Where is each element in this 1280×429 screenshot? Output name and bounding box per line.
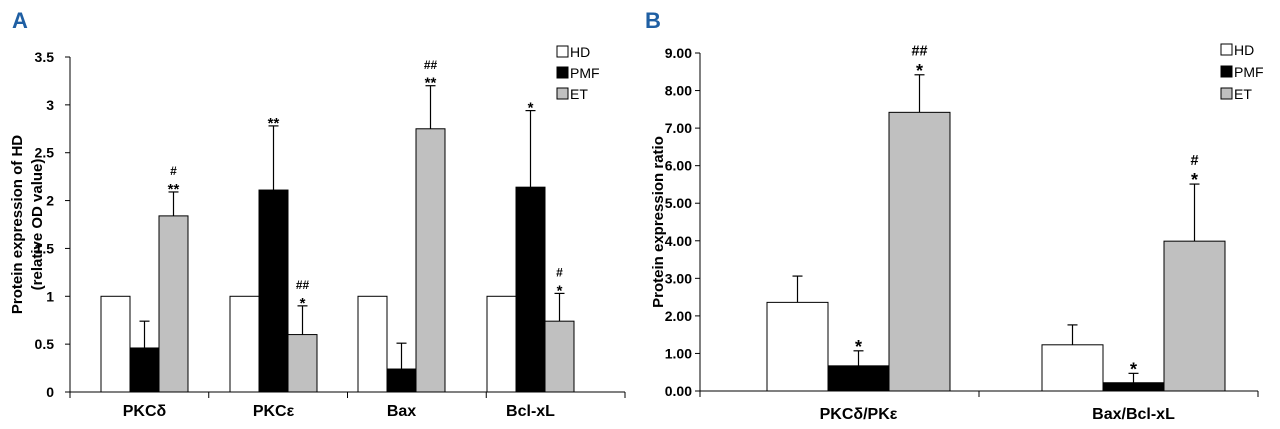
significance-mark: * [528, 100, 534, 117]
bar-et [888, 111, 951, 392]
y-tick-label: 4.00 [665, 233, 692, 249]
legend-swatch-pmf [556, 66, 569, 79]
x-category-label: PKCδ [123, 403, 167, 420]
bar-pmf [827, 365, 890, 392]
y-tick-label: 8.00 [665, 83, 692, 99]
significance-mark: # [556, 266, 563, 280]
significance-mark: ** [425, 75, 437, 92]
bar-hd [486, 295, 517, 393]
y-tick-label: 1.5 [35, 240, 55, 256]
y-axis-label: (relative OD value) [29, 159, 46, 291]
y-tick-label: 0.00 [665, 383, 692, 399]
significance-mark: ## [424, 58, 438, 72]
legend-label: ET [570, 86, 588, 102]
y-axis-label: Protein expression of HD [9, 135, 26, 314]
y-tick-label: 6.00 [665, 158, 692, 174]
legend-swatch-hd [1220, 43, 1233, 56]
bar-et [287, 334, 318, 393]
y-tick-label: 3.5 [35, 49, 55, 65]
x-category-label: Bcl-xL [506, 403, 555, 420]
legend-label: PMF [570, 65, 600, 81]
legend-label: HD [1234, 42, 1254, 58]
y-tick-label: 1.00 [665, 345, 692, 361]
y-tick-label: 0.5 [35, 336, 55, 352]
legend-label: ET [1234, 86, 1252, 102]
bar-et [1163, 240, 1226, 392]
bar-pmf [386, 368, 417, 393]
significance-mark: * [300, 295, 306, 312]
significance-mark: ** [268, 115, 280, 132]
y-tick-label: 2 [46, 193, 54, 209]
y-tick-label: 9.00 [665, 45, 692, 61]
significance-mark: ## [911, 43, 927, 59]
bar-et [544, 320, 575, 393]
y-tick-label: 3 [46, 97, 54, 113]
panel-b: B 0.00 1.00 2.00 3.00 4.00 5.00 6.00 7.00 8.00 9.0… [645, 8, 1264, 423]
panel-letter: A [12, 8, 28, 33]
bar-hd [1041, 344, 1104, 392]
bar-hd [766, 301, 829, 392]
significance-mark: * [1191, 170, 1198, 190]
legend-label: PMF [1234, 64, 1264, 80]
x-category-label: Bax [387, 403, 416, 420]
panel-letter: B [645, 8, 661, 33]
legend-swatch-et [1220, 87, 1233, 100]
bar-hd [229, 295, 260, 393]
legend-swatch-pmf [1220, 65, 1233, 78]
significance-mark: ** [168, 181, 180, 198]
y-tick-label: 3.00 [665, 270, 692, 286]
legend-label: HD [570, 44, 590, 60]
significance-mark: ## [296, 278, 310, 292]
y-tick-label: 7.00 [665, 120, 692, 136]
y-tick-label: 2.00 [665, 308, 692, 324]
bar-pmf [515, 186, 546, 393]
bar-pmf [129, 347, 160, 393]
significance-mark: * [1130, 359, 1137, 379]
y-tick-label: 1 [46, 288, 54, 304]
x-category-label: Bax/Bcl-xL [1092, 406, 1175, 423]
bar-et [415, 128, 446, 393]
bar-pmf [1102, 382, 1165, 392]
y-tick-label: 0 [46, 384, 54, 400]
significance-mark: * [855, 337, 862, 357]
x-category-label: PKCδ/PKε [820, 406, 898, 423]
bar-hd [100, 295, 131, 393]
significance-mark: * [557, 282, 563, 299]
y-axis-label: Protein expression ratio [650, 136, 667, 308]
legend-swatch-et [556, 87, 569, 100]
bar-hd [357, 295, 388, 393]
significance-mark: * [916, 61, 923, 81]
bar-et [158, 215, 189, 393]
legend-swatch-hd [556, 45, 569, 58]
significance-mark: # [1190, 153, 1198, 169]
panel-a: A 0 0.5 1 1.5 2 2.5 3 3.5 Protein expression of H… [9, 8, 626, 420]
significance-mark: # [170, 164, 177, 178]
y-tick-label: 5.00 [665, 195, 692, 211]
x-category-label: PKCε [253, 403, 295, 420]
bar-pmf [258, 189, 289, 393]
y-tick-label: 2.5 [35, 145, 55, 161]
